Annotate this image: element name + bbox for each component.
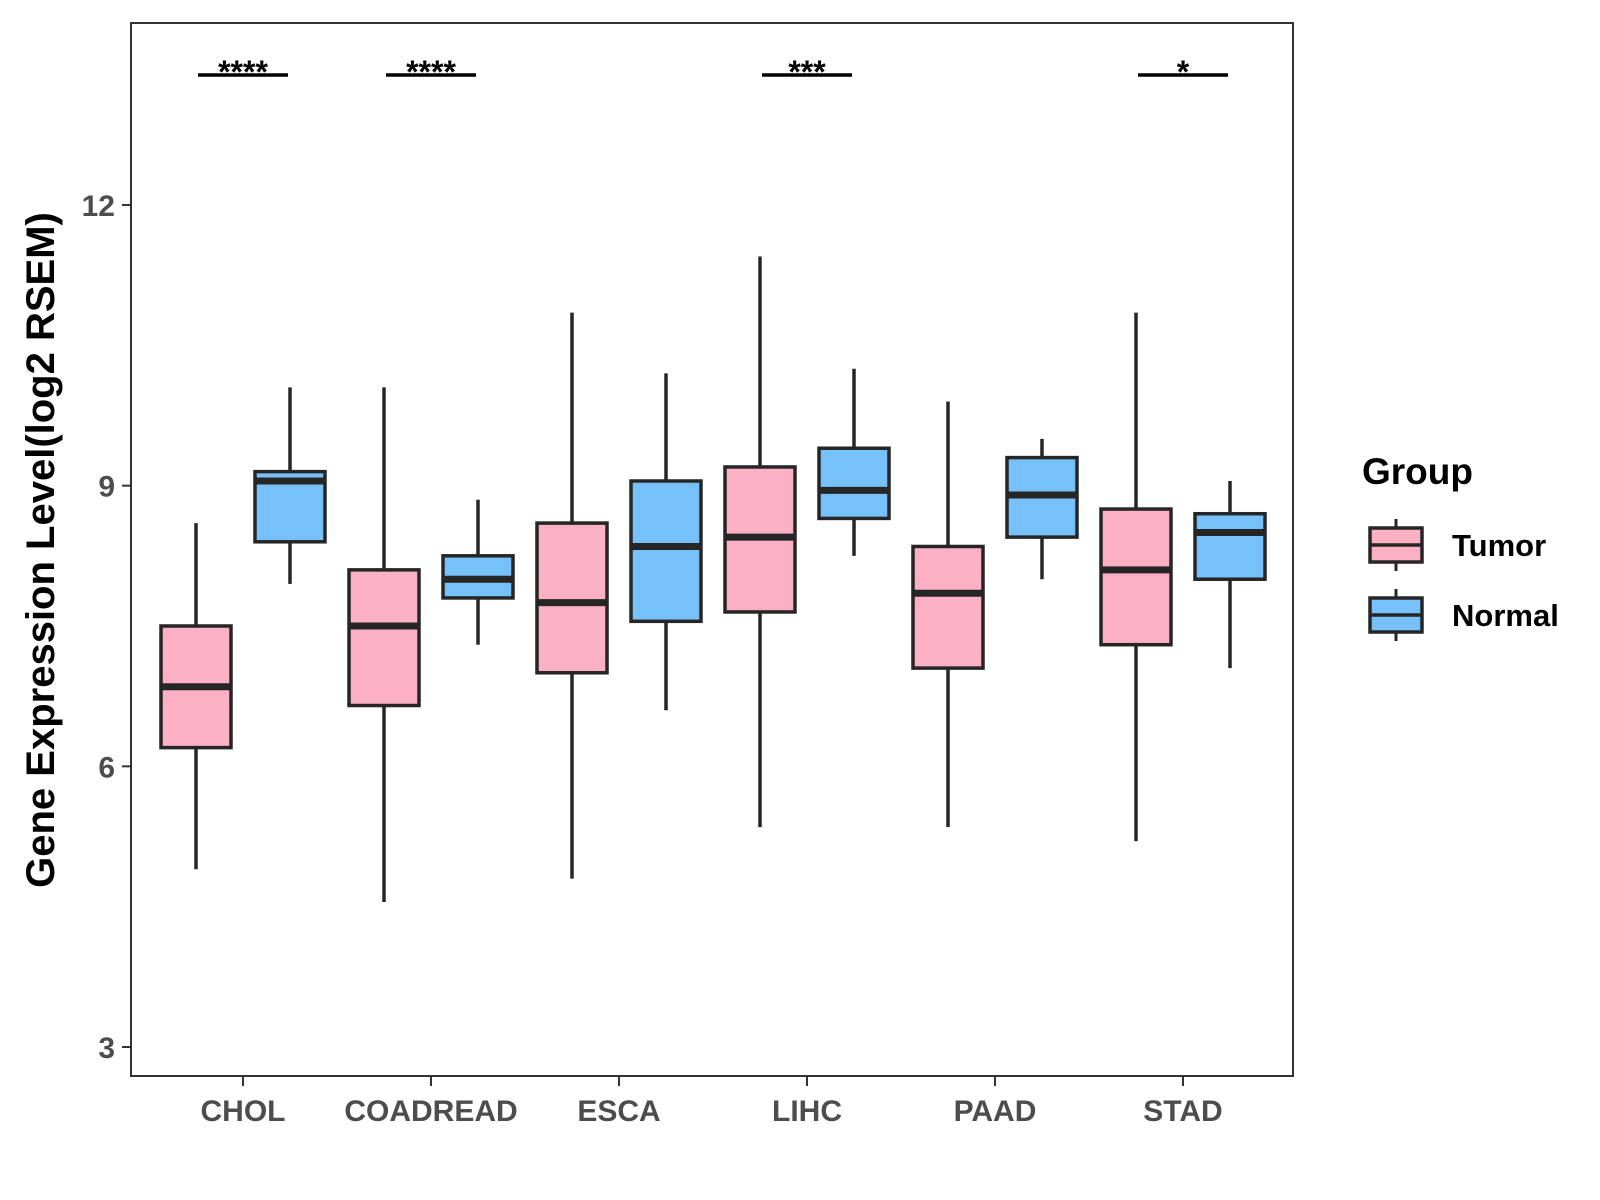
boxplot-tumor-chol <box>159 523 233 870</box>
box <box>911 544 985 670</box>
box <box>1193 511 1267 581</box>
legend-label: Tumor <box>1452 528 1546 563</box>
x-tick-label: ESCA <box>577 1095 660 1128</box>
boxplot-tumor-coadread <box>347 387 421 902</box>
boxplot-normal-stad <box>1193 480 1267 669</box>
x-tick-label: LIHC <box>772 1095 842 1128</box>
y-tick-label: 9 <box>98 471 115 504</box>
boxplot-normal-chol <box>253 387 327 584</box>
box <box>629 479 703 624</box>
x-tick-label: STAD <box>1143 1095 1222 1128</box>
legend-title: Group <box>1362 451 1473 492</box>
legend-entry-tumor: Tumor <box>1368 519 1546 571</box>
y-tick-label: 3 <box>98 1032 115 1065</box>
box <box>535 521 609 675</box>
boxplot-tumor-esca <box>535 312 609 879</box>
boxplot-normal-lihc <box>817 368 891 556</box>
significance-label: *** <box>788 54 826 90</box>
boxplot-tumor-paad <box>911 401 985 828</box>
y-axis-title: Gene Expression Level(log2 RSEM) <box>19 212 63 888</box>
legend-label: Normal <box>1452 598 1559 633</box>
boxplot-normal-esca <box>629 373 703 711</box>
legend-entry-normal: Normal <box>1368 589 1559 641</box>
boxplot-tumor-lihc <box>723 256 797 828</box>
significance-label: * <box>1177 54 1190 90</box>
y-tick-label: 12 <box>82 190 115 223</box>
y-tick-label: 6 <box>98 751 115 784</box>
x-tick-label: PAAD <box>954 1095 1037 1128</box>
x-tick-label: COADREAD <box>344 1095 517 1128</box>
significance-label: **** <box>406 54 456 90</box>
x-tick-label: CHOL <box>201 1095 286 1128</box>
box <box>347 568 421 708</box>
box <box>817 446 891 521</box>
box <box>1099 507 1173 647</box>
legend: Group Tumor Normal <box>1362 451 1559 641</box>
boxplot-normal-paad <box>1005 438 1079 580</box>
boxplot-normal-coadread <box>441 499 515 645</box>
significance-label: **** <box>218 54 268 90</box>
boxplot-tumor-stad <box>1099 312 1173 842</box>
